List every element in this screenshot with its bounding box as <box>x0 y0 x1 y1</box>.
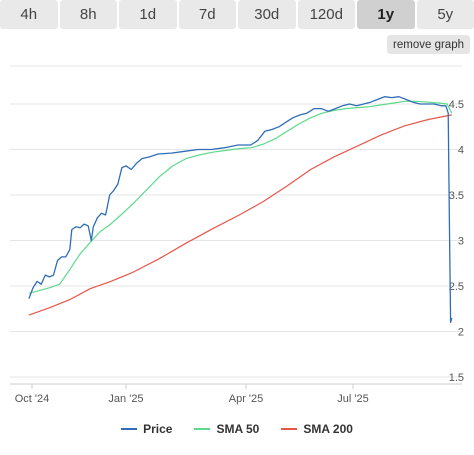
tab-7d[interactable]: 7d <box>178 0 236 29</box>
y-tick-label: 4 <box>458 145 464 157</box>
tab-5y[interactable]: 5y <box>416 0 474 29</box>
tab-4h[interactable]: 4h <box>0 0 58 29</box>
legend-item-sma-200[interactable]: SMA 200 <box>281 422 353 436</box>
remove-graph-button[interactable]: remove graph <box>387 35 470 54</box>
y-tick-label: 2 <box>458 327 464 339</box>
y-tick-label: 3.5 <box>449 190 464 202</box>
tab-30d[interactable]: 30d <box>238 0 296 29</box>
legend-swatch <box>194 428 211 430</box>
legend-label: SMA 50 <box>216 422 260 436</box>
timeframe-tabs: 4h 8h 1d 7d 30d 120d 1y 5y <box>0 0 474 29</box>
x-tick-label: Apr '25 <box>229 393 264 405</box>
legend-swatch <box>281 428 298 430</box>
y-tick-label: 3 <box>458 236 464 248</box>
legend-item-price[interactable]: Price <box>121 422 172 436</box>
chart-legend: Price SMA 50 SMA 200 <box>0 420 474 438</box>
y-tick-label: 1.5 <box>449 372 464 384</box>
tab-120d[interactable]: 120d <box>297 0 355 29</box>
y-tick-label: 4.5 <box>449 99 464 111</box>
sma-50-series-line <box>28 100 453 294</box>
y-tick-label: 2.5 <box>449 281 464 293</box>
tab-1d[interactable]: 1d <box>119 0 177 29</box>
x-tick-label: Jan '25 <box>108 393 143 405</box>
legend-swatch <box>121 428 138 430</box>
legend-label: SMA 200 <box>303 422 353 436</box>
tab-1y[interactable]: 1y <box>357 0 415 29</box>
price-series-line <box>28 96 453 324</box>
sma-200-series-line <box>28 114 452 316</box>
x-tick-label: Oct '24 <box>15 393 50 405</box>
tab-8h[interactable]: 8h <box>59 0 117 29</box>
legend-item-sma-50[interactable]: SMA 50 <box>194 422 259 436</box>
legend-label: Price <box>143 422 173 436</box>
x-tick-label: Jul '25 <box>337 393 368 405</box>
